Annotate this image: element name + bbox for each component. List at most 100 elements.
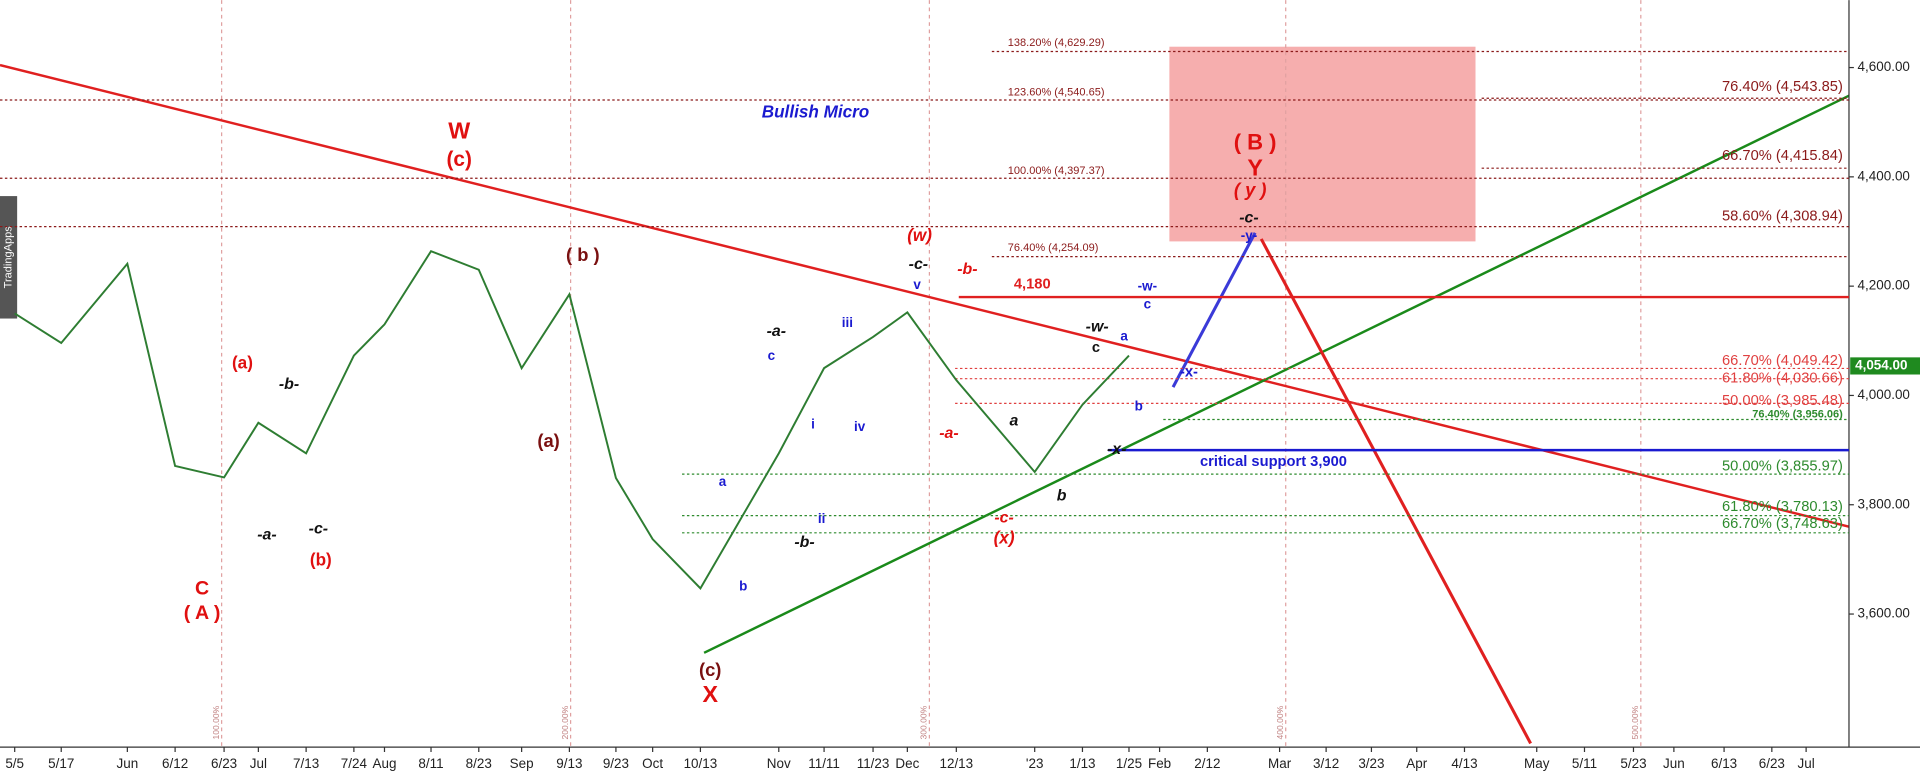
level-label: 61.80% (3,780.13) — [1722, 499, 1843, 515]
level-label: 66.70% (4,415.84) — [1722, 148, 1843, 164]
x-tick-label: Aug — [373, 756, 397, 771]
y-tick-label: 4,600.00 — [1858, 59, 1910, 74]
wave-label: i — [811, 417, 815, 432]
wave-label: a — [1009, 413, 1018, 430]
wave-label: a — [719, 474, 727, 489]
level-label: 76.40% (4,543.85) — [1722, 79, 1843, 95]
wave-label: -w- — [1086, 318, 1109, 335]
x-tick-label: Nov — [767, 756, 791, 771]
wave-label: b — [1057, 487, 1067, 504]
wave-label: a — [1120, 328, 1128, 343]
x-tick-label: Jun — [116, 756, 138, 771]
x-tick-label: 8/23 — [466, 756, 492, 771]
wave-label: -c- — [309, 520, 328, 537]
wave-label: Y — [1247, 154, 1263, 180]
x-tick-label: 6/12 — [162, 756, 188, 771]
x-tick-label: '23 — [1026, 756, 1044, 771]
wave-label: b — [1135, 398, 1143, 413]
wave-label: -a- — [257, 526, 276, 543]
x-tick-label: 4/13 — [1451, 756, 1477, 771]
price-tag-label: 4,054.00 — [1855, 357, 1907, 372]
x-tick-label: 11/23 — [857, 756, 890, 771]
x-tick-label: 5/11 — [1572, 756, 1597, 771]
wave-label: -b- — [279, 376, 299, 393]
wave-label: ( y ) — [1234, 179, 1267, 200]
y-tick-label: 4,000.00 — [1858, 387, 1910, 402]
wave-label: c — [768, 348, 776, 363]
x-tick-label: 11/11 — [808, 756, 840, 771]
x-tick-label: May — [1524, 756, 1550, 771]
level-label: 100.00% (4,397.37) — [1008, 165, 1105, 177]
projection — [1259, 238, 1532, 745]
cycle-label: 400.00% — [1275, 705, 1285, 739]
x-tick-label: Jun — [1663, 756, 1685, 771]
cycle-label: 100.00% — [211, 705, 221, 739]
wave-label: -x- — [1180, 364, 1198, 380]
wave-label: -y- — [1241, 228, 1257, 243]
wave-label: -a- — [767, 323, 786, 340]
x-tick-label: Feb — [1148, 756, 1171, 771]
x-tick-label: 5/23 — [1620, 756, 1646, 771]
wave-label: C — [195, 577, 209, 599]
x-tick-label: 10/13 — [684, 756, 718, 771]
level-label: 66.70% (3,748.63) — [1722, 516, 1843, 532]
wave-label: -b- — [957, 261, 977, 278]
x-tick-label: 6/13 — [1711, 756, 1737, 771]
x-tick-label: 7/13 — [293, 756, 319, 771]
y-tick-label: 4,400.00 — [1858, 168, 1910, 183]
wave-label: v — [913, 277, 921, 292]
x-tick-label: 1/25 — [1116, 756, 1142, 771]
x-tick-label: 3/23 — [1358, 756, 1384, 771]
wave-label: -c- — [1239, 209, 1258, 226]
level-label: 66.70% (4,049.42) — [1722, 353, 1843, 369]
x-tick-label: 9/23 — [603, 756, 629, 771]
level-label: 138.20% (4,629.29) — [1008, 37, 1105, 49]
cycle-label: 300.00% — [919, 705, 929, 739]
x-tick-label: 2/12 — [1194, 756, 1220, 771]
projection — [1171, 232, 1257, 388]
x-tick-label: Jul — [250, 756, 267, 771]
level-label: 4,180 — [1014, 277, 1051, 293]
wave-label: (c) — [446, 148, 471, 171]
x-tick-label: 6/23 — [1759, 756, 1785, 771]
wave-label: (a) — [232, 352, 253, 372]
watermark: TradingApps — [2, 226, 14, 289]
wave-label: (b) — [310, 550, 332, 570]
x-tick-label: Mar — [1268, 756, 1292, 771]
x-tick-label: Dec — [895, 756, 919, 771]
wave-label: -x- — [1107, 441, 1126, 458]
level-label: 61.80% (4,030.66) — [1722, 371, 1843, 387]
x-tick-label: 7/24 — [341, 756, 368, 771]
x-tick-label: 5/5 — [5, 756, 24, 771]
target-zone — [1169, 46, 1476, 242]
level-label: 50.00% (3,855.97) — [1722, 459, 1843, 475]
level-label: 50.00% (3,985.48) — [1722, 393, 1843, 409]
x-tick-label: 9/13 — [556, 756, 582, 771]
wave-label: -c- — [994, 509, 1013, 526]
x-tick-label: 12/13 — [939, 756, 973, 771]
x-tick-label: Apr — [1406, 756, 1427, 771]
level-label: 76.40% (4,254.09) — [1008, 242, 1099, 254]
wave-label: (w) — [907, 225, 932, 245]
x-tick-label: Jul — [1798, 756, 1815, 771]
wave-label: -w- — [1138, 278, 1157, 293]
price-tag — [1850, 357, 1920, 375]
wave-label: c — [1144, 297, 1152, 312]
wave-label: ii — [818, 511, 825, 526]
wave-label: ( b ) — [566, 244, 600, 265]
x-tick-label: Sep — [510, 756, 534, 771]
y-tick-label: 3,800.00 — [1858, 496, 1910, 511]
wave-label: -c- — [909, 256, 928, 273]
x-tick-label: 3/12 — [1313, 756, 1339, 771]
x-tick-label: Oct — [642, 756, 663, 771]
level-label: 58.60% (4,308.94) — [1722, 209, 1843, 225]
wave-label: ( A ) — [184, 602, 221, 624]
wave-label: c — [1092, 340, 1100, 356]
price-line — [14, 249, 1130, 590]
wave-label: X — [702, 681, 718, 707]
watermark-box — [0, 196, 18, 319]
wave-label: (c) — [699, 659, 721, 680]
x-tick-label: 5/17 — [48, 756, 74, 771]
cycle-label: 500.00% — [1630, 705, 1640, 739]
